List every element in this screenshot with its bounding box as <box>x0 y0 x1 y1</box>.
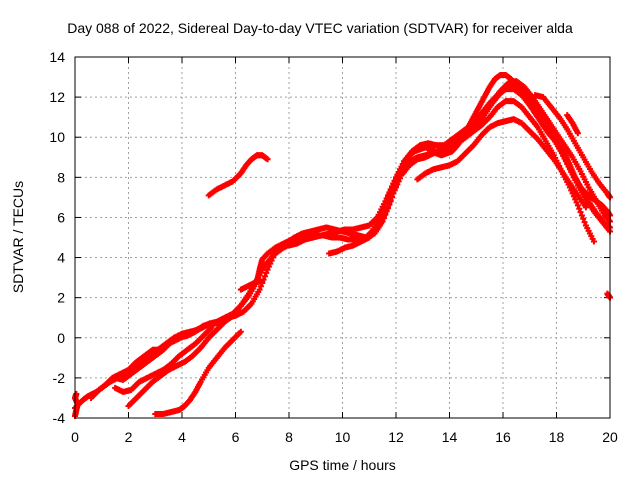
x-tick-label: 18 <box>549 429 565 445</box>
y-tick-label: 14 <box>49 49 65 65</box>
x-axis-label: GPS time / hours <box>289 457 396 473</box>
data-point <box>387 197 394 204</box>
data-point <box>264 266 271 273</box>
data-point <box>572 196 579 203</box>
data-point <box>386 189 393 196</box>
x-tick-label: 4 <box>178 429 186 445</box>
y-tick-label: 8 <box>57 169 65 185</box>
data-point <box>388 183 395 190</box>
series-track-12 <box>326 98 597 257</box>
data-point <box>382 198 389 205</box>
data-point <box>73 390 80 397</box>
data-point <box>264 156 271 163</box>
y-tick-label: -2 <box>53 370 66 386</box>
data-point <box>256 286 263 293</box>
series-track-13 <box>414 116 589 211</box>
data-point <box>259 278 266 285</box>
data-point <box>390 190 397 197</box>
series-track-7 <box>237 278 266 293</box>
series-track-6 <box>152 328 244 417</box>
data-point <box>383 195 390 202</box>
y-tick-label: 4 <box>57 250 65 266</box>
series-track-16 <box>564 112 581 137</box>
y-tick-label: 2 <box>57 290 65 306</box>
chart-title: Day 088 of 2022, Sidereal Day-to-day VTE… <box>67 20 573 36</box>
data-point <box>393 184 399 191</box>
data-point <box>581 219 588 226</box>
x-tick-label: 0 <box>71 429 79 445</box>
x-tick-label: 6 <box>232 429 240 445</box>
data-point <box>261 273 268 280</box>
data-point <box>570 193 577 200</box>
series-track-8 <box>205 152 271 199</box>
x-tick-label: 8 <box>285 429 293 445</box>
data-point <box>208 324 215 331</box>
data-point <box>263 269 270 276</box>
data-point <box>576 205 583 212</box>
series-track-4 <box>112 324 215 395</box>
data-point <box>383 207 390 214</box>
y-tick-label: -4 <box>53 410 66 426</box>
x-tick-label: 12 <box>388 429 404 445</box>
data-point <box>397 175 404 182</box>
x-tick-label: 10 <box>335 429 351 445</box>
data-point <box>395 178 402 185</box>
data-point <box>573 199 580 206</box>
y-tick-label: 6 <box>57 209 65 225</box>
series-track-9 <box>272 72 613 251</box>
data-point <box>237 328 244 335</box>
data-point <box>574 202 581 209</box>
data-point <box>394 181 401 188</box>
y-tick-label: 12 <box>49 89 65 105</box>
data-point <box>384 192 391 199</box>
data-point <box>577 209 584 216</box>
series-track-17 <box>72 390 81 419</box>
x-tick-label: 14 <box>442 429 458 445</box>
data-point <box>580 215 587 222</box>
data-point <box>590 238 597 245</box>
plot-frame <box>74 56 611 419</box>
data-point <box>384 203 391 210</box>
data-point <box>578 212 585 219</box>
y-tick-label: 0 <box>57 330 65 346</box>
data-point <box>574 130 581 137</box>
data-point <box>386 200 393 207</box>
data-point <box>388 193 395 200</box>
data-point <box>382 210 389 217</box>
series-track-15 <box>532 92 613 201</box>
data-point <box>582 204 589 211</box>
data-marks <box>72 72 613 419</box>
axis-ticks: 0 2 4 6 8 10 12 14 16 18 20 -4 -2 0 2 4 6 8 10 12 14 <box>49 49 618 445</box>
data-point <box>391 187 398 194</box>
data-point <box>387 186 394 193</box>
x-tick-label: 20 <box>602 429 618 445</box>
x-tick-label: 2 <box>125 429 133 445</box>
y-tick-label: 10 <box>49 129 65 145</box>
series-track-18 <box>604 290 613 301</box>
x-tick-label: 16 <box>495 429 511 445</box>
